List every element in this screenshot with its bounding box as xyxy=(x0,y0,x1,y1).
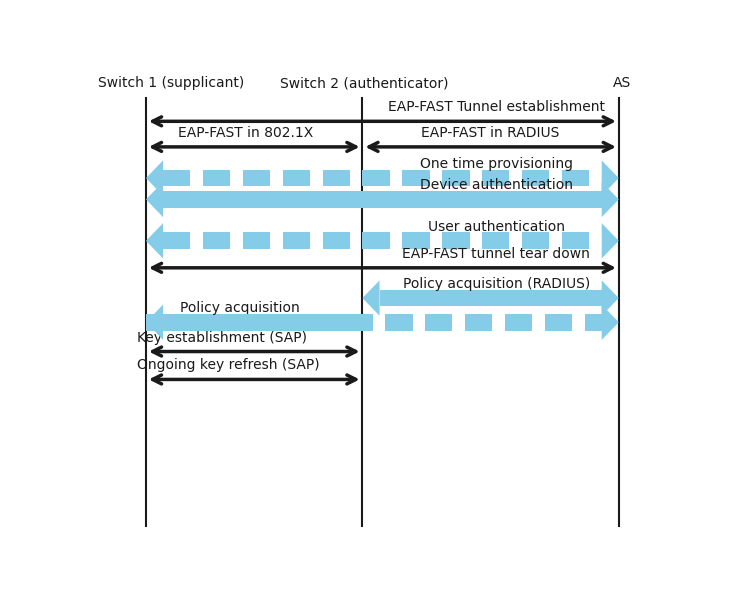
Polygon shape xyxy=(602,161,619,196)
Polygon shape xyxy=(362,280,379,316)
Polygon shape xyxy=(602,304,619,340)
Text: User authentication: User authentication xyxy=(428,220,564,234)
FancyBboxPatch shape xyxy=(163,314,362,330)
Text: Ongoing key refresh (SAP): Ongoing key refresh (SAP) xyxy=(137,358,320,373)
FancyBboxPatch shape xyxy=(203,170,230,187)
FancyBboxPatch shape xyxy=(283,233,310,249)
Polygon shape xyxy=(146,161,163,196)
FancyBboxPatch shape xyxy=(425,314,453,330)
Text: AS: AS xyxy=(613,76,631,90)
FancyBboxPatch shape xyxy=(442,233,470,249)
FancyBboxPatch shape xyxy=(362,170,390,187)
Text: EAP-FAST tunnel tear down: EAP-FAST tunnel tear down xyxy=(402,247,590,261)
FancyBboxPatch shape xyxy=(402,233,430,249)
Text: Policy acquisition (RADIUS): Policy acquisition (RADIUS) xyxy=(403,277,590,291)
FancyBboxPatch shape xyxy=(345,314,373,330)
FancyBboxPatch shape xyxy=(243,233,270,249)
FancyBboxPatch shape xyxy=(402,170,430,187)
FancyBboxPatch shape xyxy=(482,233,509,249)
Polygon shape xyxy=(602,223,619,259)
FancyBboxPatch shape xyxy=(265,314,293,330)
FancyBboxPatch shape xyxy=(186,314,213,330)
Text: Switch 1 (supplicant): Switch 1 (supplicant) xyxy=(98,76,244,90)
Polygon shape xyxy=(146,223,163,259)
FancyBboxPatch shape xyxy=(163,191,602,208)
FancyBboxPatch shape xyxy=(323,233,350,249)
Text: EAP-FAST Tunnel establishment: EAP-FAST Tunnel establishment xyxy=(388,100,605,114)
FancyBboxPatch shape xyxy=(146,314,173,330)
FancyBboxPatch shape xyxy=(379,290,602,306)
FancyBboxPatch shape xyxy=(465,314,492,330)
FancyBboxPatch shape xyxy=(522,170,549,187)
Text: One time provisioning: One time provisioning xyxy=(420,157,573,171)
Polygon shape xyxy=(146,304,163,340)
Text: EAP-FAST in 802.1X: EAP-FAST in 802.1X xyxy=(178,126,313,140)
FancyBboxPatch shape xyxy=(505,314,532,330)
FancyBboxPatch shape xyxy=(482,170,509,187)
FancyBboxPatch shape xyxy=(243,170,270,187)
FancyBboxPatch shape xyxy=(385,314,412,330)
FancyBboxPatch shape xyxy=(163,233,190,249)
Polygon shape xyxy=(146,182,163,217)
FancyBboxPatch shape xyxy=(362,233,390,249)
FancyBboxPatch shape xyxy=(562,170,589,187)
FancyBboxPatch shape xyxy=(323,170,350,187)
Text: Switch 2 (authenticator): Switch 2 (authenticator) xyxy=(280,76,448,90)
FancyBboxPatch shape xyxy=(562,233,589,249)
FancyBboxPatch shape xyxy=(442,170,470,187)
FancyBboxPatch shape xyxy=(283,170,310,187)
Polygon shape xyxy=(602,182,619,217)
FancyBboxPatch shape xyxy=(163,170,190,187)
FancyBboxPatch shape xyxy=(306,314,333,330)
Text: Policy acquisition: Policy acquisition xyxy=(180,301,300,315)
Text: Device authentication: Device authentication xyxy=(420,178,573,193)
FancyBboxPatch shape xyxy=(203,233,230,249)
FancyBboxPatch shape xyxy=(584,314,602,330)
FancyBboxPatch shape xyxy=(545,314,572,330)
Text: EAP-FAST in RADIUS: EAP-FAST in RADIUS xyxy=(421,126,560,140)
FancyBboxPatch shape xyxy=(522,233,549,249)
FancyBboxPatch shape xyxy=(226,314,253,330)
Text: Key establishment (SAP): Key establishment (SAP) xyxy=(137,330,307,344)
Polygon shape xyxy=(602,280,619,316)
